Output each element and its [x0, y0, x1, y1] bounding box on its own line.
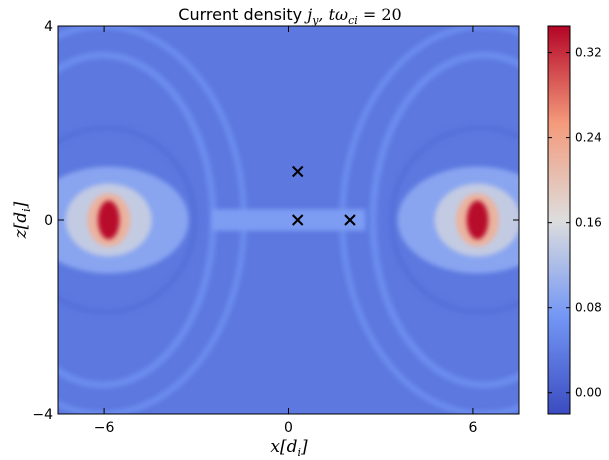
y-axis-label: z[di]	[11, 201, 33, 239]
x-markers	[292, 165, 356, 226]
depletion-band	[58, 124, 198, 316]
peak-core	[97, 200, 120, 240]
colorbar-tick-label: 0.08	[575, 301, 602, 315]
colorbar-ticks: 0.00 0.08 0.16 0.24 0.32	[548, 46, 602, 400]
depletion-band	[388, 124, 519, 316]
colorbar-tick-label: 0.24	[575, 131, 602, 145]
colorbar-tick-label: 0.00	[575, 386, 602, 400]
x-marker-stroke	[292, 165, 304, 178]
colorbar-bar	[547, 25, 571, 415]
y-axis-ticks: −4 0 4	[32, 19, 519, 423]
colorbar: 0.00 0.08 0.16 0.24 0.32	[547, 25, 602, 415]
colorbar-tick-label: 0.32	[575, 46, 602, 60]
colorbar-tick-label: 0.16	[575, 216, 602, 230]
x-marker	[292, 165, 304, 178]
y-tick-label: 0	[44, 213, 53, 229]
current-sheet	[211, 209, 366, 231]
x-marker-stroke	[344, 214, 356, 226]
x-tick-label: −6	[94, 420, 115, 436]
x-marker	[344, 214, 356, 226]
x-tick-label: 6	[468, 420, 477, 436]
outflow-arc	[369, 51, 519, 389]
x-axis-label: x[di]	[270, 437, 308, 459]
x-axis-ticks: −6 0 6	[94, 26, 477, 436]
y-tick-label: −4	[32, 407, 53, 423]
x-tick-label: 0	[284, 420, 293, 436]
y-tick-label: 4	[44, 19, 53, 35]
x-marker-stroke	[292, 214, 304, 226]
peak-core	[466, 200, 489, 240]
x-marker	[292, 214, 304, 226]
heatmap-features	[58, 26, 519, 414]
heatmap-plot-area	[58, 26, 519, 414]
chart-title: Current density jy, tωci = 20	[178, 5, 401, 27]
